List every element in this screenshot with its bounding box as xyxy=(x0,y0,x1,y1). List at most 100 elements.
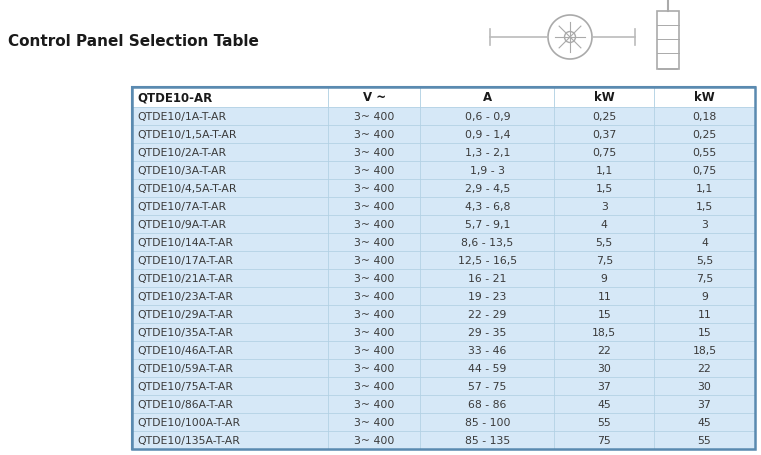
Bar xyxy=(420,197,555,216)
Bar xyxy=(555,395,654,413)
Bar xyxy=(654,162,755,180)
Bar xyxy=(328,359,420,377)
Bar xyxy=(555,269,654,288)
Bar xyxy=(132,341,328,359)
Bar xyxy=(420,431,555,449)
Bar xyxy=(555,180,654,197)
Bar xyxy=(420,108,555,126)
Text: QTDE10-AR: QTDE10-AR xyxy=(137,91,212,104)
Text: Control Panel Selection Table: Control Panel Selection Table xyxy=(8,35,259,50)
Text: 4: 4 xyxy=(600,219,608,229)
Bar xyxy=(132,88,755,449)
Text: 22: 22 xyxy=(597,345,611,355)
Bar xyxy=(132,269,328,288)
Bar xyxy=(654,341,755,359)
Bar xyxy=(555,341,654,359)
Bar xyxy=(555,162,654,180)
Bar xyxy=(328,180,420,197)
Bar xyxy=(555,252,654,269)
Text: 37: 37 xyxy=(698,399,712,409)
Bar xyxy=(132,377,328,395)
Bar xyxy=(420,216,555,233)
Bar xyxy=(555,431,654,449)
Bar xyxy=(328,216,420,233)
Text: 0,6 - 0,9: 0,6 - 0,9 xyxy=(465,112,510,122)
Bar xyxy=(132,324,328,341)
Bar xyxy=(654,88,755,108)
Text: 3~ 400: 3~ 400 xyxy=(354,166,394,176)
Text: 0,25: 0,25 xyxy=(693,130,717,140)
Text: QTDE10/3A-T-AR: QTDE10/3A-T-AR xyxy=(137,166,226,176)
Bar xyxy=(328,288,420,305)
Text: 33 - 46: 33 - 46 xyxy=(468,345,507,355)
Text: QTDE10/46A-T-AR: QTDE10/46A-T-AR xyxy=(137,345,233,355)
Text: QTDE10/75A-T-AR: QTDE10/75A-T-AR xyxy=(137,381,233,391)
Bar xyxy=(132,197,328,216)
Bar xyxy=(555,233,654,252)
Bar xyxy=(132,359,328,377)
Text: 1,3 - 2,1: 1,3 - 2,1 xyxy=(465,148,510,157)
Text: 18,5: 18,5 xyxy=(693,345,717,355)
Bar xyxy=(328,252,420,269)
Bar xyxy=(328,413,420,431)
Text: QTDE10/23A-T-AR: QTDE10/23A-T-AR xyxy=(137,291,233,301)
Bar xyxy=(420,305,555,324)
Bar xyxy=(328,269,420,288)
Text: 1,9 - 3: 1,9 - 3 xyxy=(470,166,505,176)
Text: QTDE10/21A-T-AR: QTDE10/21A-T-AR xyxy=(137,273,233,283)
Text: 16 - 21: 16 - 21 xyxy=(468,273,507,283)
Text: 11: 11 xyxy=(698,309,712,319)
Text: QTDE10/86A-T-AR: QTDE10/86A-T-AR xyxy=(137,399,233,409)
Text: QTDE10/9A-T-AR: QTDE10/9A-T-AR xyxy=(137,219,226,229)
Text: 3: 3 xyxy=(600,202,608,212)
Bar xyxy=(654,324,755,341)
Text: 3~ 400: 3~ 400 xyxy=(354,130,394,140)
Text: 75: 75 xyxy=(597,435,611,445)
Text: 3~ 400: 3~ 400 xyxy=(354,255,394,265)
Text: 3~ 400: 3~ 400 xyxy=(354,309,394,319)
Bar xyxy=(420,252,555,269)
Text: 37: 37 xyxy=(597,381,611,391)
Text: 45: 45 xyxy=(698,417,712,427)
Bar xyxy=(328,305,420,324)
Bar xyxy=(328,162,420,180)
Text: 3~ 400: 3~ 400 xyxy=(354,148,394,157)
Bar xyxy=(132,305,328,324)
Bar xyxy=(328,144,420,162)
Text: QTDE10/1A-T-AR: QTDE10/1A-T-AR xyxy=(137,112,226,122)
Text: 3~ 400: 3~ 400 xyxy=(354,219,394,229)
Bar xyxy=(555,88,654,108)
Bar xyxy=(654,180,755,197)
Text: 19 - 23: 19 - 23 xyxy=(468,291,507,301)
Text: QTDE10/17A-T-AR: QTDE10/17A-T-AR xyxy=(137,255,233,265)
Bar xyxy=(555,324,654,341)
Text: 0,9 - 1,4: 0,9 - 1,4 xyxy=(465,130,510,140)
Text: 3: 3 xyxy=(701,219,708,229)
Bar xyxy=(420,180,555,197)
Text: 29 - 35: 29 - 35 xyxy=(468,327,507,337)
Text: 3~ 400: 3~ 400 xyxy=(354,202,394,212)
Text: QTDE10/7A-T-AR: QTDE10/7A-T-AR xyxy=(137,202,226,212)
Bar xyxy=(132,288,328,305)
Text: kW: kW xyxy=(694,91,715,104)
Text: 4,3 - 6,8: 4,3 - 6,8 xyxy=(465,202,510,212)
Text: 7,5: 7,5 xyxy=(596,255,613,265)
Text: 7,5: 7,5 xyxy=(696,273,713,283)
Bar xyxy=(328,88,420,108)
Text: 5,7 - 9,1: 5,7 - 9,1 xyxy=(465,219,510,229)
Bar xyxy=(657,12,679,70)
Text: 22: 22 xyxy=(698,363,712,373)
Bar xyxy=(654,359,755,377)
Bar xyxy=(420,413,555,431)
Text: 11: 11 xyxy=(597,291,611,301)
Bar xyxy=(555,197,654,216)
Bar xyxy=(132,216,328,233)
Text: QTDE10/35A-T-AR: QTDE10/35A-T-AR xyxy=(137,327,233,337)
Text: 0,18: 0,18 xyxy=(693,112,717,122)
Text: 9: 9 xyxy=(701,291,708,301)
Bar xyxy=(654,126,755,144)
Text: 3~ 400: 3~ 400 xyxy=(354,435,394,445)
Bar xyxy=(654,252,755,269)
Text: 44 - 59: 44 - 59 xyxy=(468,363,507,373)
Text: 15: 15 xyxy=(698,327,712,337)
